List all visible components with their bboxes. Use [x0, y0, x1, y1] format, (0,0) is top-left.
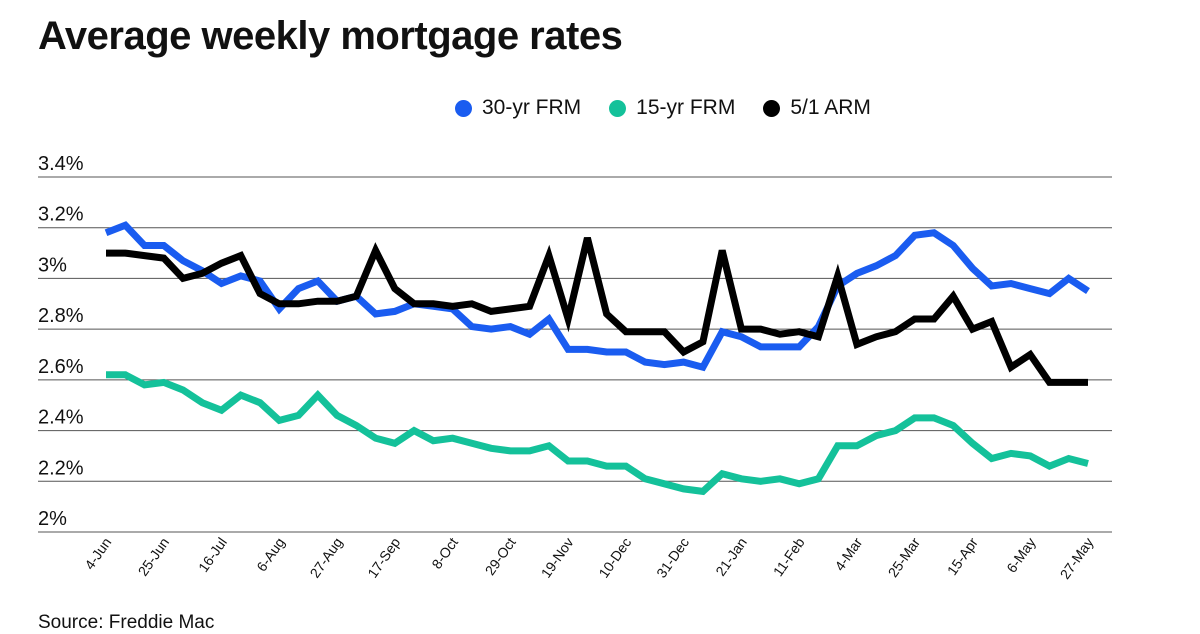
legend-dot-arm — [763, 99, 781, 117]
x-tick-label: 27-May — [1057, 535, 1097, 582]
legend-label-arm: 5/1 ARM — [790, 96, 871, 119]
legend-item-arm: 5/1 ARM — [763, 96, 871, 120]
legend-dot-30yr — [455, 99, 472, 117]
x-tick-label: 31-Dec — [653, 535, 692, 581]
x-tick-label: 25-Jun — [135, 535, 173, 579]
y-tick-label: 3.4% — [38, 153, 84, 175]
legend-item-30yr: 30-yr FRM — [455, 96, 581, 120]
series-line-30yr-frm — [104, 221, 1090, 372]
x-tick-label: 4-Mar — [831, 534, 865, 573]
x-tick-label: 8-Oct — [428, 534, 461, 571]
series-line-5-1-arm — [106, 237, 1088, 386]
x-tick-label: 29-Oct — [482, 534, 519, 578]
x-tick-label: 17-Sep — [364, 534, 403, 580]
y-tick-label: 3% — [38, 254, 67, 276]
source-note: Source: Freddie Mac — [38, 612, 215, 633]
chart-title: Average weekly mortgage rates — [38, 14, 623, 58]
x-tick-label: 16-Jul — [195, 535, 230, 575]
chart-legend: 30-yr FRM 15-yr FRM 5/1 ARM — [455, 96, 871, 120]
x-tick-label: 19-Nov — [538, 535, 577, 581]
x-tick-label: 25-Mar — [885, 534, 924, 580]
x-tick-label: 10-Dec — [595, 535, 634, 581]
y-tick-label: 2.2% — [38, 457, 84, 479]
x-tick-label: 4-Jun — [81, 535, 114, 573]
x-tick-label: 6-May — [1003, 535, 1038, 576]
x-tick-label: 11-Feb — [770, 534, 808, 579]
y-tick-label: 2.6% — [38, 356, 84, 378]
legend-label-15yr: 15-yr FRM — [636, 96, 736, 119]
y-tick-label: 2.4% — [38, 407, 84, 429]
legend-item-15yr: 15-yr FRM — [609, 96, 735, 120]
x-tick-label: 15-Apr — [944, 534, 981, 578]
y-tick-label: 2.8% — [38, 305, 84, 327]
legend-label-30yr: 30-yr FRM — [482, 96, 582, 119]
x-tick-label: 27-Aug — [307, 535, 346, 581]
x-axis-labels: 4-Jun 25-Jun 16-Jul 6-Aug 27-Aug 17-Sep 8-Oct 2… — [81, 534, 1096, 582]
legend-dot-15yr — [609, 99, 627, 117]
y-axis-labels: 3.4% 3.2% 3% 2.8% 2.6% 2.4% 2.2% 2% — [38, 153, 84, 530]
x-tick-label: 21-Jan — [712, 535, 750, 579]
gridlines — [38, 176, 1112, 533]
y-tick-label: 3.2% — [38, 204, 84, 226]
x-tick-label: 6-Aug — [253, 535, 288, 575]
series-line-15yr-frm — [106, 371, 1089, 496]
y-tick-label: 2% — [38, 508, 67, 530]
series-lines — [104, 221, 1090, 496]
